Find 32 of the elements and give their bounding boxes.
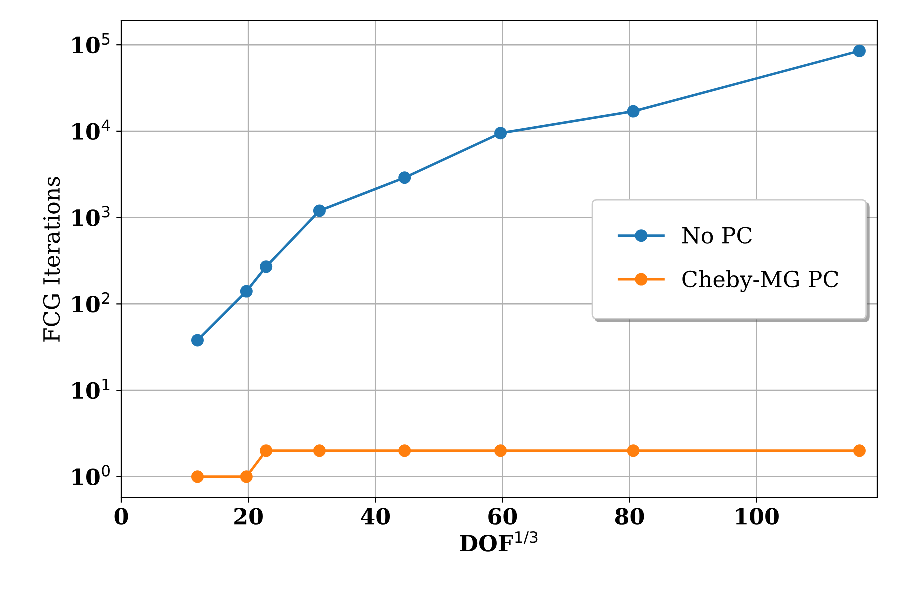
x-tick-label: 0 xyxy=(114,508,128,525)
point xyxy=(853,444,866,458)
point xyxy=(260,444,273,458)
x-tick-label: 40 xyxy=(361,508,390,525)
legend-label: No PC xyxy=(682,227,752,244)
y-tick-label: 10$^{2}$ xyxy=(72,292,110,313)
point xyxy=(240,470,253,484)
point xyxy=(853,44,866,58)
point xyxy=(313,204,326,218)
point xyxy=(313,444,326,458)
point xyxy=(191,470,204,484)
y-tick-label: 10$^{1}$ xyxy=(72,378,110,400)
y-tick-label: 10$^{3}$ xyxy=(72,206,110,226)
x-tick-label: 60 xyxy=(488,508,518,525)
point xyxy=(260,260,273,274)
x-axis-title: DOF$^{1/3}$ xyxy=(460,531,538,552)
point xyxy=(494,127,508,140)
legend-label: Cheby-MG PC xyxy=(682,270,838,292)
point xyxy=(240,285,253,298)
point xyxy=(627,444,640,458)
y-tick-label: 10$^{0}$ xyxy=(72,465,110,486)
point xyxy=(398,172,412,184)
point xyxy=(627,105,640,118)
y-axis-title: FCG Iterations xyxy=(43,177,60,342)
point xyxy=(494,444,508,458)
x-tick-label: 100 xyxy=(736,508,779,525)
x-tick-label: 20 xyxy=(234,508,263,525)
y-tick-label: 10$^{5}$ xyxy=(72,34,110,54)
point xyxy=(191,334,204,347)
y-tick-label: 10$^{4}$ xyxy=(72,120,110,140)
x-tick-label: 80 xyxy=(615,508,644,525)
point xyxy=(398,444,412,458)
